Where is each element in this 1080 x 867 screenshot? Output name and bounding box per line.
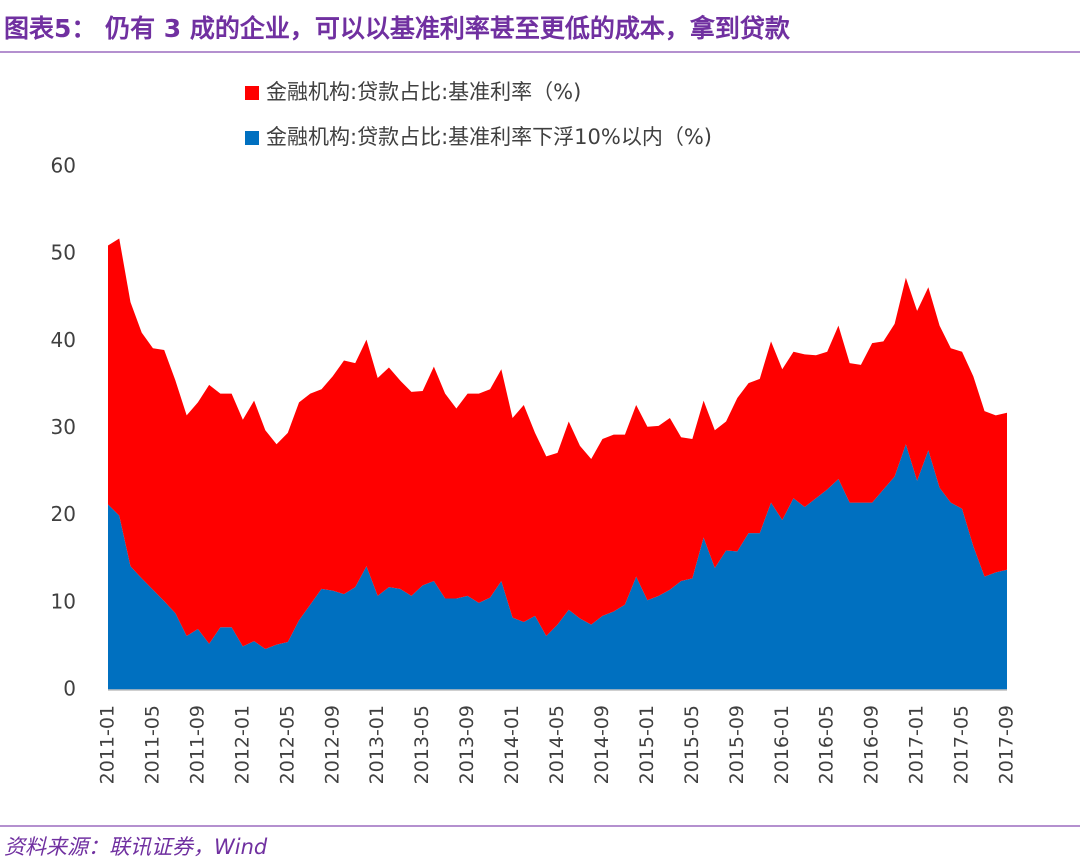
y-tick-label: 60 xyxy=(51,154,76,178)
x-tick-label: 2015-09 xyxy=(726,705,748,784)
legend-label: 金融机构:贷款占比:基准利率（%) xyxy=(266,80,581,104)
area xyxy=(108,238,1007,650)
y-tick-label: 0 xyxy=(63,677,76,701)
x-tick-label: 2013-05 xyxy=(411,705,433,784)
x-tick-label: 2015-01 xyxy=(636,705,658,784)
x-tick-label: 2012-01 xyxy=(231,705,253,784)
legend-swatch xyxy=(245,131,259,145)
x-tick-label: 2011-05 xyxy=(141,705,163,784)
area xyxy=(108,444,1007,690)
y-tick-label: 40 xyxy=(51,328,76,352)
x-tick-label: 2011-01 xyxy=(97,705,119,784)
y-tick-label: 10 xyxy=(51,589,76,613)
chart-title: 图表5： 仍有 3 成的企业，可以以基准利率甚至更低的成本，拿到贷款 xyxy=(4,14,791,43)
x-tick-label: 2016-05 xyxy=(816,705,838,784)
legend-label: 金融机构:贷款占比:基准利率下浮10%以内（%) xyxy=(266,125,712,149)
x-tick-label: 2016-01 xyxy=(771,705,793,784)
x-tick-label: 2012-09 xyxy=(321,705,343,784)
x-tick-label: 2016-09 xyxy=(861,705,883,784)
x-tick-label: 2013-09 xyxy=(456,705,478,784)
x-tick-label: 2014-05 xyxy=(546,705,568,784)
x-tick-label: 2017-09 xyxy=(996,705,1018,784)
y-tick-label: 50 xyxy=(51,241,76,265)
source: 资料来源：联讯证券，Wind xyxy=(4,835,268,859)
x-tick-label: 2014-09 xyxy=(591,705,613,784)
x-tick-label: 2015-05 xyxy=(681,705,703,784)
legend-swatch xyxy=(245,86,259,100)
y-tick-label: 30 xyxy=(51,415,76,439)
x-tick-label: 2017-01 xyxy=(906,705,928,784)
x-tick-label: 2013-01 xyxy=(366,705,388,784)
x-tick-label: 2017-05 xyxy=(951,705,973,784)
x-tick-label: 2014-01 xyxy=(501,705,523,784)
x-tick-label: 2012-05 xyxy=(276,705,298,784)
x-tick-label: 2011-09 xyxy=(186,705,208,784)
y-tick-label: 20 xyxy=(51,502,76,526)
